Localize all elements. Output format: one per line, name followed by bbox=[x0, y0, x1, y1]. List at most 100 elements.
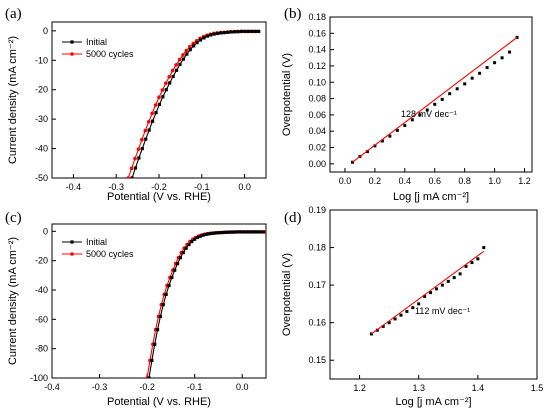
legend: Initial 5000 cycles bbox=[62, 37, 134, 59]
cycles-marker bbox=[129, 166, 134, 171]
initial-marker bbox=[233, 30, 237, 34]
initial-marker bbox=[244, 230, 248, 234]
y-axis-label: Overpotential (V) bbox=[281, 53, 293, 136]
y-tick-label: 0.02 bbox=[308, 143, 326, 153]
x-tick-label: 1.2 bbox=[518, 176, 531, 186]
y-tick-label: -20 bbox=[35, 256, 48, 266]
series-initial-line bbox=[131, 30, 259, 178]
cycles-marker bbox=[126, 176, 130, 178]
initial-marker bbox=[157, 102, 162, 107]
tafel-point bbox=[440, 283, 444, 287]
initial-marker bbox=[161, 303, 165, 307]
initial-marker bbox=[221, 230, 225, 235]
initial-marker bbox=[158, 314, 163, 318]
initial-marker bbox=[173, 268, 177, 272]
panel-a: -0.4 -0.3 -0.2 -0.1 0.0 0 -10 -20 -30 -40 -50 Poten… bbox=[5, 6, 267, 203]
initial-marker bbox=[222, 30, 227, 35]
tafel-point bbox=[388, 134, 392, 138]
tafel-point bbox=[434, 287, 438, 291]
y-tick-label: 0.19 bbox=[308, 205, 326, 215]
tafel-point bbox=[411, 306, 415, 310]
tafel-point bbox=[458, 272, 462, 276]
data-layer bbox=[145, 230, 266, 378]
initial-marker bbox=[236, 30, 240, 34]
initial-marker bbox=[198, 234, 202, 238]
tafel-point bbox=[381, 324, 385, 328]
y-tick-label: 0.14 bbox=[308, 45, 326, 55]
panel-c: -0.4 -0.3 -0.2 -0.1 0.0 0 -20 -40 -60 -80 -100 Pote… bbox=[5, 210, 267, 408]
initial-marker bbox=[224, 230, 228, 234]
initial-marker bbox=[130, 176, 134, 178]
cycles-marker bbox=[167, 74, 172, 79]
initial-marker bbox=[216, 31, 220, 36]
tafel-point bbox=[478, 71, 482, 75]
initial-marker bbox=[161, 95, 165, 99]
x-axis-label: Potential (V vs. RHE) bbox=[107, 396, 211, 408]
legend-label: 5000 cycles bbox=[86, 249, 134, 259]
initial-marker bbox=[261, 230, 265, 234]
x-tick-label: -0.3 bbox=[108, 182, 124, 192]
initial-marker bbox=[133, 166, 138, 170]
y-tick-label: -40 bbox=[35, 144, 48, 154]
cycles-marker bbox=[184, 48, 189, 53]
tafel-point bbox=[452, 276, 456, 280]
y-tick-label: -100 bbox=[30, 373, 48, 383]
tafel-point bbox=[405, 309, 409, 313]
initial-marker bbox=[198, 38, 203, 42]
legend-marker bbox=[70, 40, 74, 44]
initial-marker bbox=[164, 292, 168, 296]
initial-marker bbox=[168, 81, 172, 85]
tafel-point bbox=[433, 102, 437, 106]
tafel-slope-annotation: 128 mV dec⁻¹ bbox=[401, 109, 457, 119]
initial-marker bbox=[258, 230, 262, 234]
y-tick-label: 0.08 bbox=[308, 94, 326, 104]
initial-marker bbox=[210, 231, 214, 235]
initial-marker bbox=[207, 232, 211, 236]
initial-marker bbox=[147, 128, 151, 132]
initial-marker bbox=[226, 30, 230, 34]
x-tick-label: 0.0 bbox=[236, 382, 249, 392]
legend: Initial 5000 cycles bbox=[62, 237, 134, 259]
initial-marker bbox=[147, 376, 151, 378]
initial-marker bbox=[140, 146, 144, 151]
y-tick-label: 0 bbox=[43, 226, 48, 236]
initial-marker bbox=[215, 231, 220, 235]
panel-d: 1.2 1.3 1.4 1.5 0.15 0.16 0.17 0.18 0.19 Log [j m… bbox=[281, 205, 543, 408]
cycles-marker bbox=[133, 156, 137, 161]
initial-marker bbox=[185, 52, 189, 56]
x-tick-label: 1.2 bbox=[353, 383, 366, 393]
initial-marker bbox=[209, 33, 213, 37]
initial-marker bbox=[195, 41, 199, 45]
tafel-point bbox=[410, 118, 414, 122]
panel-label: (d) bbox=[284, 210, 302, 226]
y-tick-label: 0.04 bbox=[308, 126, 326, 136]
y-axis-label: Current density (mA cm⁻²) bbox=[7, 237, 19, 365]
initial-marker bbox=[153, 342, 157, 346]
initial-marker bbox=[247, 230, 251, 234]
tafel-fit-line bbox=[371, 250, 485, 335]
initial-marker bbox=[171, 74, 175, 79]
y-tick-label: 0.16 bbox=[308, 318, 326, 328]
tafel-point bbox=[403, 124, 407, 127]
initial-marker bbox=[201, 233, 205, 237]
x-tick-label: 1.3 bbox=[412, 383, 425, 393]
tafel-point bbox=[508, 50, 512, 54]
panel-b: 0.0 0.2 0.4 0.6 0.8 1.0 1.2 0.00 0.02 0.04 0.06 0.0… bbox=[281, 6, 533, 203]
x-tick-label: 0.0 bbox=[339, 176, 352, 186]
initial-marker bbox=[218, 231, 222, 235]
cycles-marker bbox=[136, 147, 141, 151]
y-tick-label: -80 bbox=[35, 344, 48, 354]
cycles-marker bbox=[181, 53, 185, 57]
initial-marker bbox=[230, 230, 234, 234]
y-tick-label: 0.15 bbox=[308, 355, 326, 365]
tafel-point bbox=[387, 321, 391, 325]
legend-marker bbox=[70, 240, 74, 244]
x-tick-label: -0.2 bbox=[151, 182, 167, 192]
tafel-point bbox=[455, 87, 459, 91]
y-tick-label: 0 bbox=[43, 26, 48, 36]
y-tick-label: 0.16 bbox=[308, 28, 326, 38]
x-axis-label: Potential (V vs. RHE) bbox=[107, 191, 211, 203]
initial-marker bbox=[175, 262, 180, 266]
tafel-point bbox=[393, 317, 397, 321]
